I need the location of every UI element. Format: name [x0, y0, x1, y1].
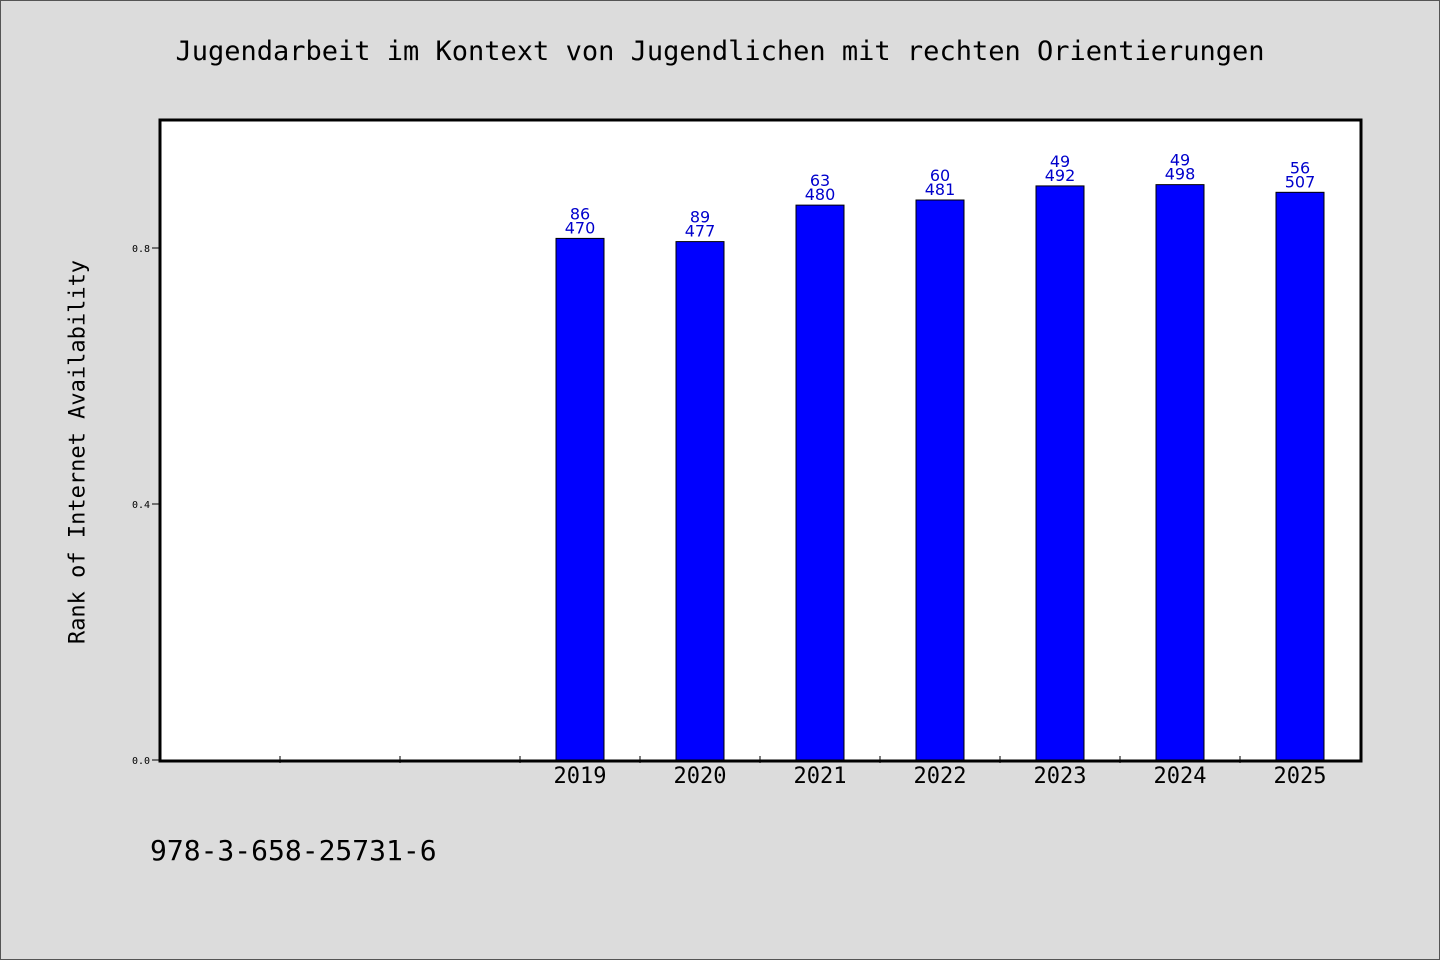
bar	[915, 199, 965, 761]
bar-label-bottom: 477	[685, 222, 716, 241]
bar	[795, 204, 845, 761]
bar-label-top: 63	[810, 171, 830, 190]
x-tick-label: 2023	[1034, 764, 1087, 789]
bar-label-bottom: 481	[925, 180, 956, 199]
y-tick-label: 0.0	[132, 756, 150, 767]
bar-label-bottom: 507	[1285, 172, 1316, 191]
chart-title: Jugendarbeit im Kontext von Jugendlichen…	[175, 36, 1265, 67]
x-tick-label: 2020	[674, 764, 727, 789]
y-tick-label: 0.8	[132, 244, 150, 255]
bar-label-bottom: 470	[565, 218, 596, 237]
bar-label-bottom: 492	[1045, 166, 1076, 185]
bar	[1155, 184, 1205, 761]
x-tick-label: 2019	[554, 764, 607, 789]
bar	[675, 241, 725, 761]
x-tick-label: 2025	[1274, 764, 1327, 789]
bar-label-bottom: 498	[1165, 165, 1196, 184]
bar-label-top: 49	[1050, 152, 1070, 171]
x-tick-label: 2022	[914, 764, 967, 789]
bar-label-top: 60	[930, 166, 950, 185]
bar-label-bottom: 480	[805, 185, 836, 204]
y-tick-label: 0.4	[132, 500, 150, 511]
isbn-footer: 978-3-658-25731-6	[150, 834, 437, 867]
bar	[1275, 191, 1325, 761]
bar-label-top: 49	[1170, 151, 1190, 170]
bar-label-top: 56	[1290, 158, 1310, 177]
bar	[555, 237, 605, 761]
bar	[1035, 185, 1085, 761]
x-tick-label: 2021	[794, 764, 847, 789]
bar-label-top: 86	[570, 204, 590, 223]
x-tick-label: 2024	[1154, 764, 1207, 789]
bar-label-top: 89	[690, 208, 710, 227]
